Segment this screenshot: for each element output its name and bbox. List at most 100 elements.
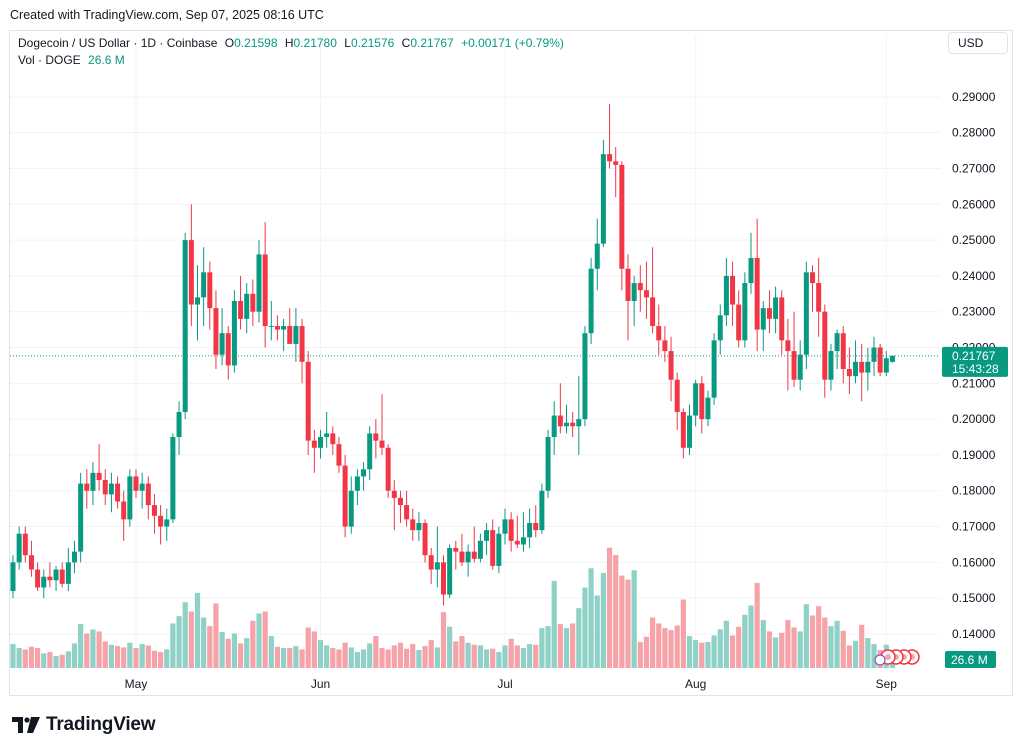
candle[interactable]	[268, 300, 274, 341]
candle[interactable]	[465, 544, 471, 577]
candle[interactable]	[619, 161, 625, 291]
candle[interactable]	[742, 272, 748, 348]
candle[interactable]	[127, 469, 133, 527]
candle[interactable]	[779, 290, 785, 355]
candle[interactable]	[250, 279, 256, 327]
candle[interactable]	[766, 290, 772, 334]
candle[interactable]	[723, 257, 729, 327]
candle[interactable]	[145, 476, 151, 520]
candle[interactable]	[434, 526, 440, 588]
candle[interactable]	[151, 494, 157, 534]
candle[interactable]	[471, 526, 477, 563]
candle[interactable]	[705, 390, 711, 427]
candle[interactable]	[877, 343, 883, 377]
candle[interactable]	[182, 232, 188, 420]
candle[interactable]	[219, 308, 225, 366]
candle[interactable]	[354, 469, 360, 506]
candle[interactable]	[28, 540, 34, 577]
candle[interactable]	[262, 222, 268, 348]
candle[interactable]	[299, 318, 305, 384]
candle[interactable]	[453, 540, 459, 570]
candle[interactable]	[385, 444, 391, 498]
candle[interactable]	[22, 526, 28, 563]
candle[interactable]	[447, 544, 453, 599]
candle[interactable]	[717, 304, 723, 355]
candle[interactable]	[871, 336, 877, 377]
candle[interactable]	[754, 218, 760, 352]
symbol-description[interactable]: Dogecoin / US Dollar · 1D · Coinbase	[18, 36, 218, 50]
currency-button[interactable]: USD	[948, 32, 1008, 54]
candle[interactable]	[53, 565, 59, 592]
candle[interactable]	[238, 275, 244, 330]
candle[interactable]	[391, 480, 397, 531]
candle[interactable]	[840, 326, 846, 384]
candle[interactable]	[699, 376, 705, 434]
candle[interactable]	[195, 265, 200, 341]
candle[interactable]	[785, 318, 791, 391]
candle[interactable]	[10, 555, 16, 599]
candle[interactable]	[90, 462, 96, 506]
candle[interactable]	[72, 540, 77, 574]
candle[interactable]	[78, 472, 84, 563]
candle[interactable]	[693, 379, 699, 427]
candle[interactable]	[773, 286, 779, 334]
candle[interactable]	[588, 257, 594, 344]
candle[interactable]	[810, 265, 815, 312]
candle[interactable]	[650, 247, 656, 334]
candle[interactable]	[422, 519, 428, 563]
candle[interactable]	[656, 304, 662, 355]
candle[interactable]	[41, 569, 47, 599]
candle[interactable]	[582, 326, 588, 427]
candle[interactable]	[330, 426, 336, 455]
candle[interactable]	[477, 533, 483, 563]
candle[interactable]	[883, 351, 889, 377]
candle[interactable]	[59, 562, 65, 588]
candle[interactable]	[47, 562, 53, 588]
candle[interactable]	[533, 505, 539, 538]
candle[interactable]	[822, 304, 828, 398]
candle[interactable]	[170, 433, 176, 523]
candle[interactable]	[213, 290, 219, 369]
chart-frame[interactable]	[9, 30, 1013, 696]
candle[interactable]	[643, 261, 649, 319]
candle[interactable]	[348, 476, 354, 534]
candle[interactable]	[564, 404, 569, 434]
candle[interactable]	[625, 254, 631, 341]
candle[interactable]	[797, 340, 803, 391]
candle[interactable]	[108, 472, 114, 513]
candle[interactable]	[674, 372, 680, 430]
candle[interactable]	[736, 290, 742, 348]
candle[interactable]	[551, 401, 557, 455]
candle[interactable]	[496, 526, 502, 574]
candle[interactable]	[164, 508, 170, 541]
candle[interactable]	[680, 408, 686, 459]
candle[interactable]	[318, 429, 323, 459]
candle[interactable]	[828, 343, 834, 391]
candle[interactable]	[853, 340, 859, 384]
candle[interactable]	[281, 318, 287, 352]
candle[interactable]	[545, 429, 551, 498]
candle[interactable]	[539, 483, 545, 534]
candle[interactable]	[816, 257, 822, 337]
candle[interactable]	[607, 104, 613, 169]
candle[interactable]	[803, 261, 809, 369]
candle[interactable]	[256, 240, 262, 323]
candle[interactable]	[428, 548, 434, 584]
candle[interactable]	[760, 300, 766, 352]
candle[interactable]	[527, 508, 533, 549]
candle[interactable]	[16, 526, 22, 570]
candle[interactable]	[207, 261, 213, 330]
candle[interactable]	[324, 411, 330, 448]
candle[interactable]	[613, 146, 619, 198]
candle[interactable]	[668, 336, 674, 402]
candle[interactable]	[225, 326, 231, 380]
candle[interactable]	[342, 454, 348, 538]
candle[interactable]	[859, 343, 865, 402]
candle[interactable]	[490, 519, 496, 570]
candle[interactable]	[133, 469, 139, 498]
candle[interactable]	[687, 404, 692, 455]
candle[interactable]	[115, 476, 121, 509]
candle[interactable]	[121, 490, 127, 541]
candle[interactable]	[508, 512, 514, 552]
